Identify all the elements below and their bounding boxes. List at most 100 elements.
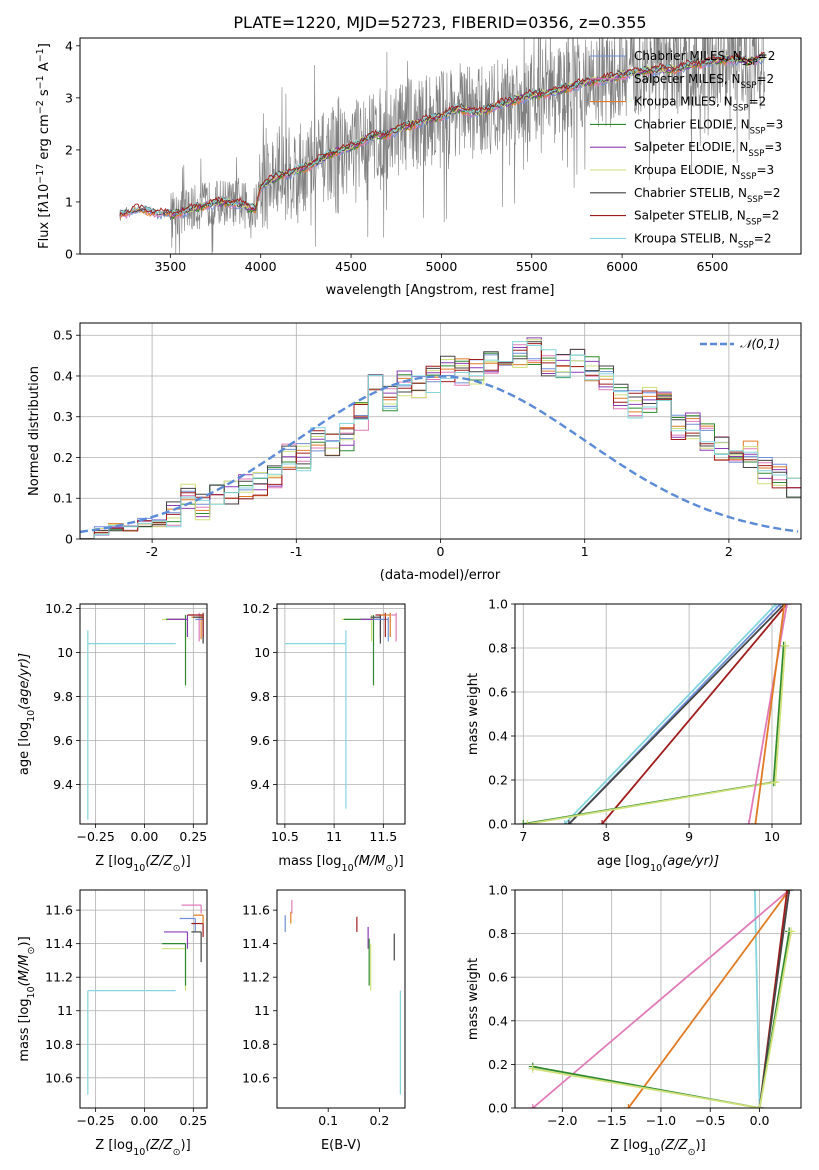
weight-marker-kroupa_elodie: [787, 927, 796, 936]
y-tick-label: 0.4: [53, 368, 73, 383]
errorbar-salpeter_stelib: [191, 922, 204, 937]
y-tick-label: 1.0: [488, 883, 508, 898]
y-tick-label: 10.8: [242, 1037, 270, 1052]
y-tick-label: 0.2: [488, 773, 508, 788]
x-tick-label: −0.25: [76, 1113, 114, 1128]
x-tick-label: 9: [685, 829, 693, 844]
y-tick-label: 11.6: [242, 903, 270, 918]
y-tick-label: 3: [65, 90, 73, 105]
x-tick-label: −1.0: [646, 1113, 676, 1128]
weight-vs-age-panel: 7 8 9 10 0.0 0.2 0.4 0.6 0.8 1.0 age [log10(age/yr…: [466, 597, 802, 874]
errorbar-salpeter_elodie: [167, 615, 189, 637]
y-axis-label: Normed distribution: [27, 366, 42, 496]
x-axis-label: wavelength [Angstrom, rest frame]: [326, 283, 555, 298]
age-vs-Z-panel: −0.25 0.00 0.25 9.4 9.6 9.8 10 10.2 Z [log10(Z/Z…: [17, 601, 208, 874]
weight-vs-age-panel-frame: [514, 603, 802, 825]
x-tick-label: −1.5: [596, 1113, 626, 1128]
x-tick-label: 1: [581, 544, 589, 559]
legend-label-kroupa_stelib: Kroupa STELIB, NSSP=2: [634, 231, 772, 250]
errorbar-salpeter_elodie: [360, 615, 381, 637]
weight-line-salpeter_miles: [532, 890, 790, 1108]
y-axis-label: Flux [fλ10−17 erg cm−2 s−1 A−1]: [35, 43, 53, 249]
y-tick-label: 9.4: [53, 777, 73, 792]
residual-panel-plot-area: [80, 337, 801, 539]
histogram-kroupa_stelib: [80, 341, 801, 539]
x-tick-label: 6500: [697, 259, 729, 274]
y-tick-label: 0.6: [488, 685, 508, 700]
x-tick-label: 4000: [245, 259, 277, 274]
errorbar-salpeter_miles: [181, 904, 202, 914]
x-tick-label: −0.5: [695, 1113, 725, 1128]
weight-marker-kroupa_elodie: [755, 1104, 764, 1108]
y-tick-label: 0.2: [488, 1057, 508, 1072]
x-tick-label: 0.00: [131, 829, 159, 844]
normal-curve-line: [80, 375, 799, 534]
weight-marker-chabrier_elodie: [519, 820, 528, 824]
weight-marker-kroupa_miles: [624, 1104, 633, 1108]
errorbar-salpeter_stelib: [187, 612, 204, 637]
errorbar-kroupa_stelib: [87, 630, 176, 820]
age-vs-Z-panel-grid: [80, 604, 207, 824]
y-tick-label: 0.8: [488, 926, 508, 941]
y-tick-label: 10.6: [45, 1070, 73, 1085]
weight-line-kroupa_miles: [627, 890, 790, 1108]
x-tick-label: 8: [602, 829, 610, 844]
histogram-kroupa_miles: [80, 358, 801, 539]
age-vs-mass-panel-frame: [276, 603, 406, 825]
x-tick-label: 11: [326, 829, 342, 844]
y-axis-label: age [log10(age/yr)]: [17, 653, 37, 775]
weight-line-chabrier_elodie: [532, 931, 791, 1108]
spectrum-panel-frame: [79, 37, 802, 255]
x-tick-label: 0.1: [318, 1113, 338, 1128]
y-tick-label: 10.8: [45, 1037, 73, 1052]
mass-vs-ebv-panel-plot-area: [284, 900, 401, 1095]
model-spectrum-salpeter_stelib: [119, 51, 766, 216]
residual-panel: -2 -1 0 1 2 0 0.1 0.2 0.3 0.4 0.5 𝒩(0,1) (data-model…: [27, 322, 802, 583]
weight-marker-kroupa_elodie: [523, 820, 532, 824]
legend-label-chabrier_stelib: Chabrier STELIB, NSSP=2: [634, 186, 781, 205]
y-tick-label: 0.2: [53, 450, 73, 465]
model-spectrum-kroupa_elodie: [169, 54, 765, 217]
y-tick-label: 0.1: [53, 491, 73, 506]
y-tick-label: 1: [65, 194, 73, 209]
x-tick-label: 0.2: [369, 1113, 389, 1128]
legend-label-kroupa_elodie: Kroupa ELODIE, NSSP=3: [634, 163, 774, 182]
age-vs-mass-panel-plot-area: [284, 612, 397, 809]
y-tick-label: 0.0: [488, 1101, 508, 1116]
errorbar-salpeter_miles: [391, 612, 397, 642]
x-tick-label: 7: [519, 829, 527, 844]
y-tick-label: 4: [65, 38, 73, 53]
y-tick-label: 9.4: [250, 777, 270, 792]
x-tick-label: 0.25: [179, 1113, 207, 1128]
errorbar-kroupa_stelib: [87, 990, 176, 1095]
x-tick-label: 11.5: [369, 829, 397, 844]
y-tick-label: 11: [57, 1003, 73, 1018]
weight-marker-kroupa_miles: [751, 820, 760, 824]
y-tick-label: 11: [254, 1003, 270, 1018]
y-tick-label: 0.0: [488, 817, 508, 832]
y-tick-label: 9.6: [53, 733, 73, 748]
weight-line-chabrier_stelib: [568, 604, 786, 824]
x-tick-label: 3500: [154, 259, 186, 274]
y-tick-label: 0.4: [488, 1013, 508, 1028]
y-tick-label: 10.2: [242, 601, 270, 616]
legend-label-kroupa_miles: Kroupa MILES, NSSP=2: [634, 95, 766, 114]
mass-vs-Z-panel: −0.25 0.00 0.25 10.6 10.8 11 11.2 11.4 11.6 Z [lo…: [17, 889, 208, 1158]
y-tick-label: 9.8: [250, 689, 270, 704]
x-axis-label: age [log10(age/yr)]: [597, 854, 719, 874]
x-tick-label: −2.0: [547, 1113, 577, 1128]
x-axis-label: mass [log10(M/M⊙)]: [278, 854, 403, 874]
errorbar-chabrier_stelib: [191, 931, 202, 963]
age-vs-Z-panel-plot-area: [87, 612, 204, 820]
x-tick-label: -2: [146, 544, 158, 559]
x-tick-label: -1: [290, 544, 302, 559]
y-tick-label: 0.4: [488, 729, 508, 744]
x-tick-label: 4500: [335, 259, 367, 274]
weight-marker-salpeter_miles: [744, 820, 753, 824]
weight-marker-kroupa_elodie: [781, 641, 790, 650]
weight-marker-chabrier_stelib: [564, 820, 573, 824]
errorbar-kroupa_stelib: [284, 630, 347, 809]
x-tick-label: 0: [437, 544, 445, 559]
y-tick-label: 10: [254, 645, 270, 660]
x-axis-label: Z [log10(Z/Z⊙)]: [95, 1138, 190, 1158]
